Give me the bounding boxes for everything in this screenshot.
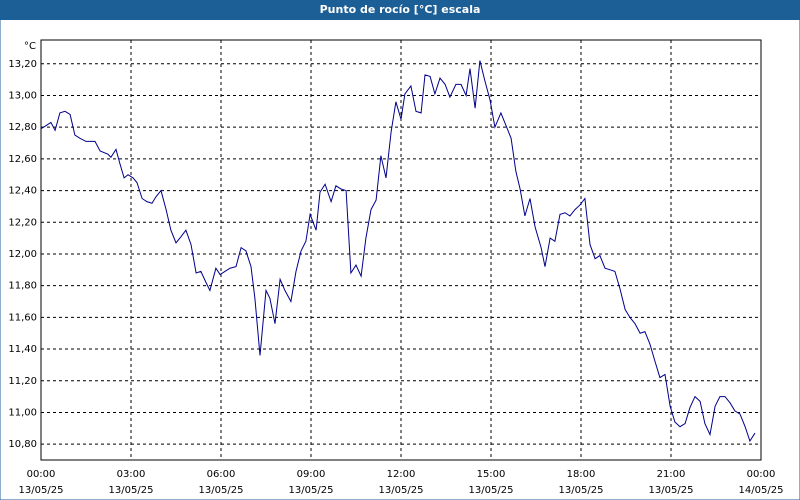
x-tick-date: 13/05/25	[109, 485, 154, 496]
x-tick-label: 18:00	[567, 469, 596, 480]
x-tick-date: 14/05/25	[739, 485, 784, 496]
x-tick-date: 13/05/25	[649, 485, 694, 496]
y-tick-label: 12,80	[8, 122, 37, 133]
x-tick-label: 12:00	[387, 469, 416, 480]
y-tick-label: 11,00	[8, 407, 37, 418]
y-tick-label: 11,40	[8, 344, 37, 355]
x-tick-label: 00:00	[747, 469, 776, 480]
chart-title: Punto de rocío [°C] escala	[320, 3, 481, 16]
x-tick-label: 06:00	[207, 469, 236, 480]
data-line	[40, 60, 756, 443]
x-tick-date: 13/05/25	[199, 485, 244, 496]
y-tick-label: 13,00	[8, 90, 37, 101]
y-tick-label: 12,40	[8, 186, 37, 197]
x-tick-date: 13/05/25	[379, 485, 424, 496]
x-tick-date: 13/05/25	[19, 485, 64, 496]
y-unit: °C	[24, 41, 36, 52]
plot-frame	[40, 39, 762, 461]
x-tick-label: 21:00	[657, 469, 686, 480]
y-tick-label: 12,60	[8, 154, 37, 165]
y-tick-label: 11,80	[8, 281, 37, 292]
x-tick-date: 13/05/25	[469, 485, 514, 496]
x-tick-date: 13/05/25	[559, 485, 604, 496]
x-tick-label: 09:00	[297, 469, 326, 480]
title-bar	[0, 0, 800, 20]
x-tick-label: 15:00	[477, 469, 506, 480]
y-tick-label: 11,60	[8, 312, 37, 323]
y-tick-label: 10,80	[8, 439, 37, 450]
y-tick-label: 12,00	[8, 249, 37, 260]
x-tick-label: 03:00	[117, 469, 146, 480]
x-tick-date: 13/05/25	[289, 485, 334, 496]
y-tick-label: 12,20	[8, 217, 37, 228]
x-tick-label: 00:00	[27, 469, 56, 480]
y-tick-label: 13,20	[8, 59, 37, 70]
y-tick-label: 11,20	[8, 376, 37, 387]
